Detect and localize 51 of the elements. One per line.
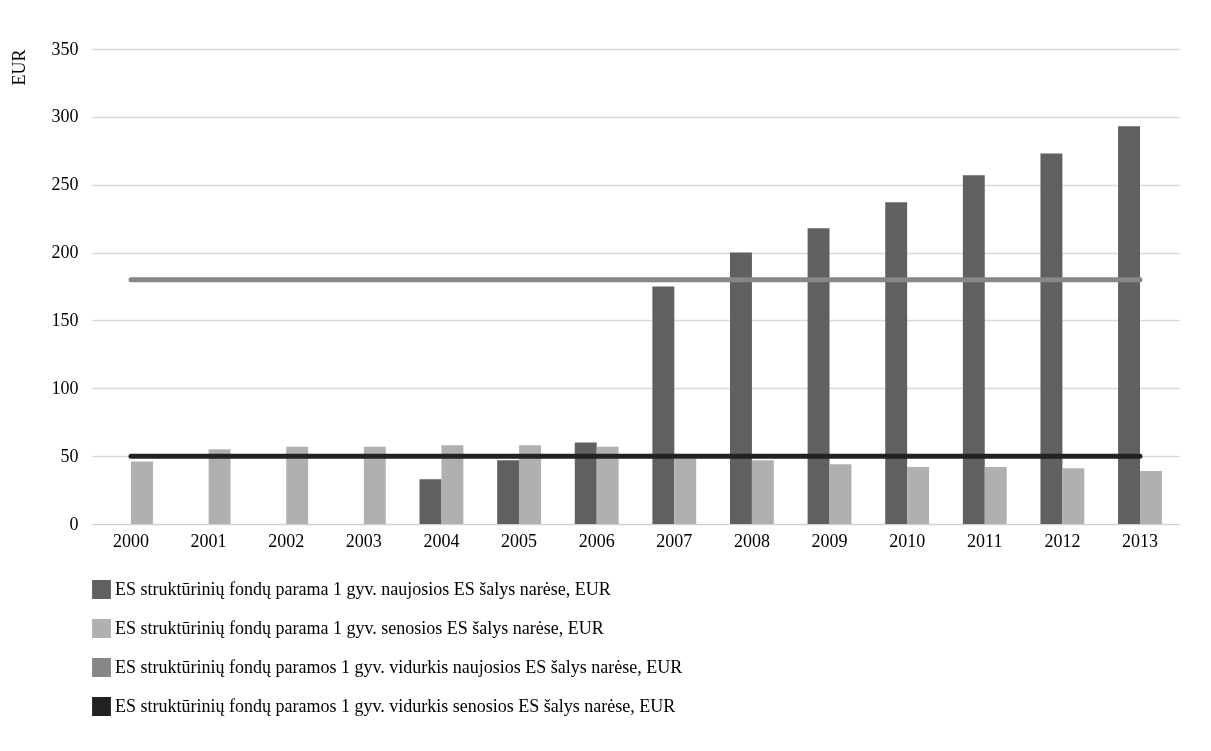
legend-label: ES struktūrinių fondų parama 1 gyv. senosios ES šalys narėse, EUR xyxy=(115,617,604,638)
bar xyxy=(1118,126,1140,524)
x-tick-label: 2013 xyxy=(1122,530,1158,551)
bar xyxy=(751,460,774,524)
bar xyxy=(497,460,520,524)
bar xyxy=(962,175,985,524)
x-tick-label: 2012 xyxy=(1044,530,1081,551)
bar xyxy=(441,445,464,524)
y-tick-label: 100 xyxy=(51,377,79,398)
legend-label: ES struktūrinių fondų paramos 1 gyv. vidurkis senosios ES šalys narėse, EUR xyxy=(115,695,676,716)
bar xyxy=(674,458,697,524)
y-tick-label: 150 xyxy=(51,309,79,330)
bar xyxy=(730,252,752,524)
y-axis-title: EUR xyxy=(8,49,29,86)
y-tick-label: 350 xyxy=(51,38,79,59)
bar xyxy=(885,202,908,524)
legend-label: ES struktūrinių fondų paramos 1 gyv. vidurkis naujosios ES šalys narėse, EUR xyxy=(115,656,683,677)
x-tick-label: 2004 xyxy=(423,530,460,551)
bar xyxy=(1040,153,1063,524)
x-tick-label: 2008 xyxy=(733,530,770,551)
x-tick-label: 2007 xyxy=(656,530,693,551)
y-tick-label: 50 xyxy=(60,445,79,466)
x-tick-label: 2000 xyxy=(113,530,149,551)
bar xyxy=(419,479,442,524)
bar xyxy=(596,446,619,524)
bar xyxy=(907,467,930,524)
x-tick-label: 2009 xyxy=(811,530,848,551)
bar xyxy=(984,467,1007,524)
bar xyxy=(519,445,541,524)
bar xyxy=(1062,468,1085,524)
y-tick-label: 200 xyxy=(51,242,79,263)
x-tick-label: 2006 xyxy=(578,530,615,551)
y-tick-label: 0 xyxy=(69,513,79,534)
bar xyxy=(286,446,309,524)
x-tick-label: 2011 xyxy=(967,530,1003,551)
bar xyxy=(208,449,231,524)
x-tick-label: 2001 xyxy=(190,530,227,551)
bar xyxy=(829,464,852,524)
legend-label: ES struktūrinių fondų parama 1 gyv. naujosios ES šalys narėse, EUR xyxy=(115,578,611,599)
bar xyxy=(1140,471,1162,524)
bar xyxy=(574,442,597,524)
bar xyxy=(807,228,830,524)
bar xyxy=(652,286,675,524)
x-tick-label: 2003 xyxy=(345,530,382,551)
y-tick-label: 300 xyxy=(51,106,79,127)
y-tick-label: 250 xyxy=(51,174,79,195)
bar xyxy=(363,446,386,524)
bar xyxy=(131,461,153,524)
x-tick-label: 2005 xyxy=(501,530,538,551)
x-tick-label: 2002 xyxy=(268,530,305,551)
x-tick-label: 2010 xyxy=(889,530,926,551)
